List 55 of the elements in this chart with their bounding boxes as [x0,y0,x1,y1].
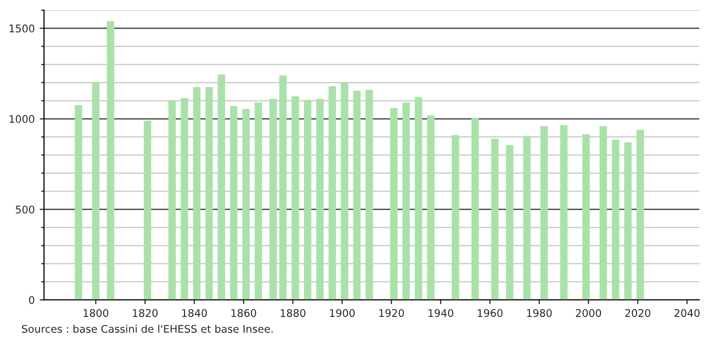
bar [304,100,312,300]
bar [390,108,398,300]
bar [402,102,410,300]
bar [340,82,348,300]
bar [452,135,460,300]
x-tick-label: 1820 [132,309,158,317]
bar [560,125,568,300]
x-tick-label: 2040 [674,309,700,317]
x-tick-label: 2020 [625,309,650,317]
y-tick-label: 1000 [10,115,34,123]
bar [540,126,548,300]
bar [218,74,226,300]
bar [506,145,514,300]
bar [366,90,373,300]
bar [254,102,262,300]
bar [230,106,238,300]
x-tick-label: 1800 [84,309,108,317]
bar [269,98,277,300]
bar [193,87,200,300]
x-tick-label: 2000 [576,309,602,317]
bar [316,98,324,300]
bar [353,90,361,300]
x-tick-label: 1840 [182,309,207,317]
bar [168,100,176,300]
bar [471,118,479,300]
x-tick-label: 1900 [330,309,355,317]
bar [491,138,499,300]
y-tick-label: 1500 [10,24,34,32]
bar [427,115,435,300]
bar [582,134,590,300]
source-note: Sources : base Cassini de l'EHESS et base Insee. [22,324,273,333]
bar [600,126,607,300]
bar [292,96,300,300]
bar [205,87,213,300]
x-tick-label: 1960 [478,309,503,317]
x-tick-label: 1980 [527,309,552,317]
bar [106,21,114,300]
bar [624,142,632,300]
bar [92,82,100,300]
bar [414,97,422,300]
y-tick-label: 500 [16,206,34,214]
bar [636,130,644,300]
bar [279,75,287,300]
y-tick-label: 0 [29,296,34,304]
bar [612,140,620,300]
bar [180,98,188,300]
x-tick-label: 1860 [231,309,256,317]
bar [523,136,531,300]
bar [328,86,336,300]
bar [144,120,152,300]
x-tick-label: 1880 [280,309,306,317]
x-tick-label: 1920 [379,309,404,317]
bar [242,108,250,300]
x-tick-label: 1940 [428,309,454,317]
bar [74,105,82,300]
